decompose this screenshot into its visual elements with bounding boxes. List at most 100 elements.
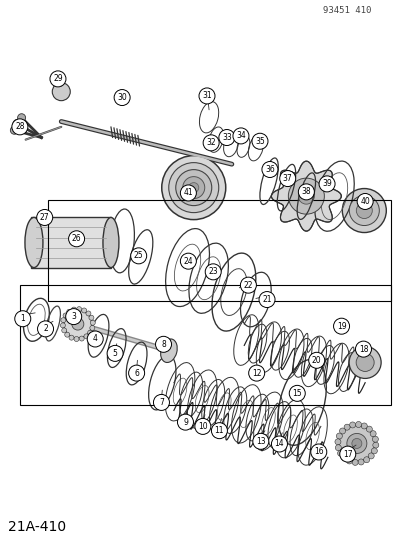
Circle shape	[62, 328, 66, 333]
Circle shape	[348, 346, 380, 378]
Circle shape	[356, 203, 371, 219]
Circle shape	[240, 277, 256, 293]
Text: 26: 26	[71, 235, 81, 243]
Circle shape	[114, 90, 130, 106]
Circle shape	[66, 309, 81, 325]
Circle shape	[355, 422, 361, 427]
Circle shape	[356, 193, 372, 209]
Circle shape	[90, 326, 95, 330]
Text: 7: 7	[159, 398, 164, 407]
Circle shape	[298, 184, 313, 200]
Text: 13: 13	[255, 437, 265, 446]
Circle shape	[333, 318, 349, 334]
Circle shape	[79, 336, 84, 341]
Text: 21A-410: 21A-410	[8, 520, 66, 533]
Circle shape	[346, 433, 366, 454]
Circle shape	[252, 133, 267, 149]
Circle shape	[176, 169, 211, 206]
Circle shape	[50, 71, 66, 87]
Text: 29: 29	[53, 75, 63, 83]
Circle shape	[177, 414, 193, 430]
Circle shape	[346, 458, 351, 464]
Circle shape	[13, 119, 21, 127]
Text: 35: 35	[254, 137, 264, 146]
Circle shape	[169, 163, 218, 213]
Text: 27: 27	[40, 213, 50, 222]
Circle shape	[69, 231, 84, 247]
Circle shape	[15, 311, 31, 327]
Circle shape	[128, 365, 144, 381]
Text: 12: 12	[252, 369, 261, 377]
Circle shape	[338, 425, 374, 462]
Circle shape	[289, 385, 304, 401]
Circle shape	[195, 418, 210, 434]
Ellipse shape	[52, 83, 70, 101]
Text: 32: 32	[206, 139, 216, 147]
Circle shape	[188, 183, 198, 192]
Text: 25: 25	[133, 252, 143, 260]
Circle shape	[18, 114, 26, 122]
Text: 4: 4	[93, 335, 97, 343]
Circle shape	[74, 336, 79, 342]
Circle shape	[64, 310, 92, 338]
Circle shape	[12, 119, 28, 135]
Text: 18: 18	[358, 345, 367, 353]
Circle shape	[63, 313, 68, 318]
Text: 15: 15	[292, 389, 301, 398]
Circle shape	[37, 209, 52, 225]
Text: 2: 2	[43, 325, 48, 333]
Polygon shape	[271, 161, 341, 231]
Circle shape	[339, 446, 355, 462]
Circle shape	[372, 442, 378, 448]
Circle shape	[180, 253, 196, 269]
Circle shape	[334, 439, 340, 445]
Text: 24: 24	[183, 257, 193, 265]
Circle shape	[90, 320, 95, 325]
Text: 3: 3	[71, 312, 76, 321]
Circle shape	[349, 196, 378, 225]
Circle shape	[349, 422, 355, 428]
Circle shape	[361, 423, 366, 429]
Circle shape	[355, 353, 373, 372]
Circle shape	[61, 318, 66, 322]
Circle shape	[153, 394, 169, 410]
Text: 28: 28	[15, 123, 24, 131]
Circle shape	[337, 450, 343, 456]
Text: 39: 39	[321, 180, 331, 188]
Text: 36: 36	[264, 165, 274, 174]
Text: 23: 23	[208, 268, 218, 276]
Circle shape	[248, 365, 264, 381]
Circle shape	[288, 178, 323, 214]
Circle shape	[298, 188, 313, 204]
Circle shape	[351, 439, 361, 448]
Circle shape	[203, 135, 218, 151]
Text: 37: 37	[282, 174, 292, 183]
Text: 31: 31	[202, 92, 211, 100]
Circle shape	[87, 331, 103, 347]
Text: 6: 6	[134, 369, 139, 377]
Circle shape	[357, 459, 363, 465]
Circle shape	[279, 171, 295, 187]
Circle shape	[10, 126, 18, 134]
Circle shape	[76, 306, 81, 312]
Circle shape	[88, 330, 93, 335]
Text: 41: 41	[183, 189, 193, 197]
Circle shape	[38, 321, 53, 337]
Text: 38: 38	[301, 188, 311, 196]
Circle shape	[107, 345, 123, 361]
Circle shape	[66, 309, 71, 314]
Circle shape	[155, 336, 171, 352]
Text: 11: 11	[214, 426, 223, 435]
Text: 93451 410: 93451 410	[322, 6, 370, 15]
Circle shape	[271, 436, 287, 452]
Text: 21: 21	[262, 295, 271, 304]
Text: 8: 8	[161, 340, 166, 349]
Circle shape	[131, 248, 146, 264]
Text: 40: 40	[359, 197, 369, 206]
Circle shape	[161, 156, 225, 220]
Circle shape	[318, 176, 334, 192]
Text: 19: 19	[336, 322, 346, 330]
Circle shape	[370, 448, 376, 454]
Circle shape	[199, 88, 214, 104]
Circle shape	[367, 453, 373, 459]
